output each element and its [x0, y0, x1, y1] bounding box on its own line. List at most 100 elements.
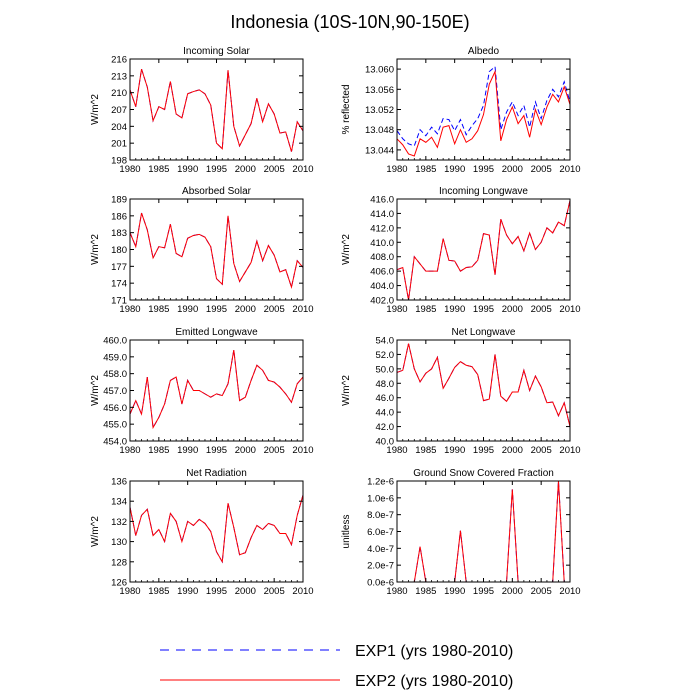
net-longwave-xtick-label: 1985 [415, 445, 436, 456]
net-longwave-ytick-label: 52.0 [376, 350, 395, 361]
incoming-longwave-frame [396, 198, 571, 301]
albedo-title: Albedo [468, 46, 500, 57]
emitted-longwave-ytick-label: 458.0 [103, 369, 127, 380]
incoming-solar-ytick-label: 210 [111, 88, 127, 99]
incoming-solar-series-exp2 [129, 68, 304, 152]
ground-snow-covered-fraction-xtick-label: 2005 [531, 586, 552, 597]
absorbed-solar-ytick-label: 186 [111, 211, 127, 222]
emitted-longwave-ytick-label: 457.0 [103, 386, 127, 397]
albedo-xtick-label: 1990 [444, 164, 465, 175]
emitted-longwave-ylabel: W/m^2 [90, 375, 101, 406]
albedo-series-exp2 [396, 69, 571, 157]
incoming-solar-frame [129, 58, 304, 161]
incoming-solar-xtick-label: 1985 [148, 164, 169, 175]
ground-snow-covered-fraction-xtick-label: 2010 [559, 586, 580, 597]
net-radiation-xtick-label: 1985 [148, 586, 169, 597]
ground-snow-covered-fraction-ytick-label: 4.0e-7 [367, 544, 394, 555]
incoming-longwave-title: Incoming Longwave [439, 186, 528, 197]
net-longwave-ytick-label: 54.0 [376, 336, 395, 347]
incoming-longwave-series-exp1 [396, 200, 571, 301]
absorbed-solar-ytick-label: 171 [111, 296, 127, 307]
emitted-longwave-series-exp1 [129, 350, 304, 430]
net-radiation-xtick-label: 1990 [177, 586, 198, 597]
net-longwave-series-exp2 [396, 343, 571, 427]
incoming-solar-ytick-label: 207 [111, 105, 127, 116]
ground-snow-covered-fraction-ytick-label: 8.0e-7 [367, 510, 394, 521]
absorbed-solar-xtick-label: 1995 [206, 304, 227, 315]
absorbed-solar-xtick-label: 1985 [148, 304, 169, 315]
absorbed-solar-xtick-label: 2010 [292, 304, 313, 315]
net-radiation-ytick-label: 128 [111, 557, 127, 568]
absorbed-solar-ytick-label: 183 [111, 228, 127, 239]
net-longwave-xtick-label: 2010 [559, 445, 580, 456]
emitted-longwave-xtick-label: 1985 [148, 445, 169, 456]
emitted-longwave-frame [129, 339, 304, 442]
incoming-solar-xtick-label: 1990 [177, 164, 198, 175]
incoming-longwave-xtick-label: 1995 [473, 304, 494, 315]
ground-snow-covered-fraction-ytick-label: 1.2e-6 [367, 477, 394, 488]
absorbed-solar-series-exp2 [129, 212, 304, 289]
net-radiation-ylabel: W/m^2 [90, 516, 101, 547]
net-longwave-ytick-label: 46.0 [376, 393, 395, 404]
incoming-longwave-series-exp2 [396, 200, 571, 301]
albedo-ytick-label: 13.048 [365, 125, 394, 136]
emitted-longwave-ytick-label: 455.0 [103, 420, 127, 431]
net-longwave-ytick-label: 50.0 [376, 364, 395, 375]
ground-snow-covered-fraction-xtick-label: 1980 [386, 586, 407, 597]
incoming-longwave-ytick-label: 408.0 [370, 252, 394, 263]
albedo-xtick-label: 1985 [415, 164, 436, 175]
panels-group: Incoming Solar 1980 1985 1990 1995 2000 2005 20… [90, 46, 581, 597]
albedo-xtick-label: 2010 [559, 164, 580, 175]
emitted-longwave-title: Emitted Longwave [175, 327, 258, 338]
net-longwave-ytick-label: 40.0 [376, 437, 395, 448]
net-radiation-frame [129, 480, 304, 583]
net-radiation-ytick-label: 134 [111, 497, 127, 508]
incoming-longwave-xtick-label: 2005 [531, 304, 552, 315]
absorbed-solar-title: Absorbed Solar [182, 186, 252, 197]
incoming-solar-ytick-label: 216 [111, 55, 127, 66]
net-longwave-ylabel: W/m^2 [341, 375, 352, 406]
net-longwave-ytick-label: 48.0 [376, 379, 395, 390]
ground-snow-covered-fraction-ylabel: unitless [341, 515, 352, 549]
albedo-series-exp1 [396, 65, 571, 147]
net-longwave-ytick-label: 44.0 [376, 408, 395, 419]
incoming-longwave-xtick-label: 2000 [502, 304, 523, 315]
panel-ground-snow-covered-fraction: Ground Snow Covered Fraction 1980 1985 1990… [341, 468, 581, 597]
legend-label-exp2: EXP2 (yrs 1980-2010) [355, 673, 513, 690]
net-longwave-xtick-label: 2005 [531, 445, 552, 456]
net-longwave-xtick-label: 1980 [386, 445, 407, 456]
absorbed-solar-frame [129, 198, 304, 301]
incoming-longwave-ytick-label: 404.0 [370, 281, 394, 292]
net-longwave-ytick-label: 42.0 [376, 422, 395, 433]
incoming-longwave-xtick-label: 1985 [415, 304, 436, 315]
incoming-solar-xtick-label: 2000 [235, 164, 256, 175]
albedo-xtick-label: 1995 [473, 164, 494, 175]
emitted-longwave-ytick-label: 459.0 [103, 352, 127, 363]
net-longwave-xtick-label: 2000 [502, 445, 523, 456]
emitted-longwave-xtick-label: 2000 [235, 445, 256, 456]
net-radiation-xtick-label: 1995 [206, 586, 227, 597]
net-radiation-xtick-label: 1980 [119, 586, 140, 597]
incoming-longwave-ytick-label: 406.0 [370, 267, 394, 278]
emitted-longwave-xtick-label: 2010 [292, 445, 313, 456]
emitted-longwave-xtick-label: 1980 [119, 445, 140, 456]
net-longwave-xtick-label: 1990 [444, 445, 465, 456]
albedo-xtick-label: 2005 [531, 164, 552, 175]
incoming-longwave-ylabel: W/m^2 [341, 234, 352, 265]
incoming-solar-ylabel: W/m^2 [90, 94, 101, 125]
net-radiation-ytick-label: 136 [111, 477, 127, 488]
albedo-xtick-label: 1980 [386, 164, 407, 175]
incoming-solar-series-exp1 [129, 68, 304, 152]
emitted-longwave-xtick-label: 1990 [177, 445, 198, 456]
panel-incoming-solar: Incoming Solar 1980 1985 1990 1995 2000 2005 20… [90, 46, 314, 175]
net-radiation-series-exp2 [129, 495, 304, 564]
figure-title: Indonesia (10S-10N,90-150E) [230, 12, 469, 32]
net-radiation-ytick-label: 132 [111, 517, 127, 528]
emitted-longwave-xtick-label: 1995 [206, 445, 227, 456]
emitted-longwave-ytick-label: 460.0 [103, 336, 127, 347]
ground-snow-covered-fraction-ytick-label: 6.0e-7 [367, 527, 394, 538]
ground-snow-covered-fraction-ytick-label: 1.0e-6 [367, 493, 394, 504]
incoming-solar-ytick-label: 201 [111, 139, 127, 150]
albedo-ytick-label: 13.056 [365, 85, 394, 96]
